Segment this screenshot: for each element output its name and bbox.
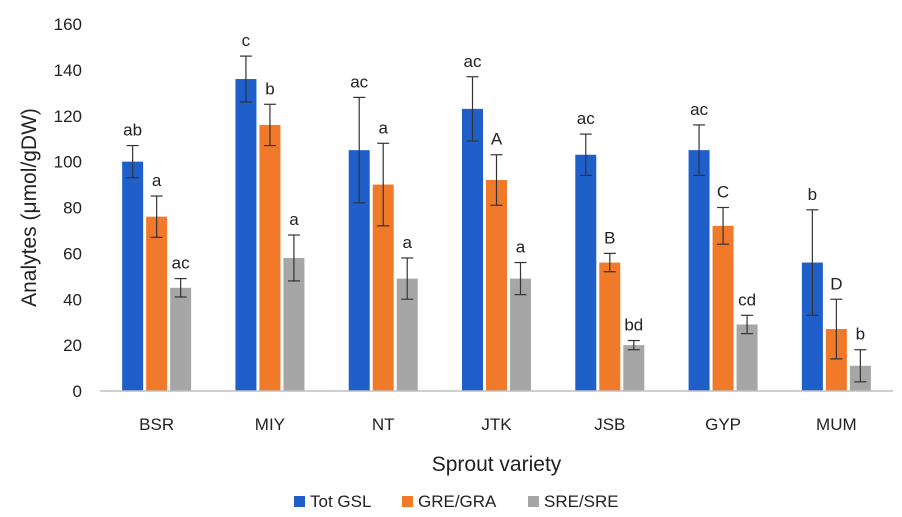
significance-label: B [604,228,615,247]
legend-label: SRE/SRE [544,492,619,511]
significance-label: b [856,325,865,344]
y-tick-label: 140 [54,61,82,80]
bar [486,179,507,391]
significance-label: D [830,274,842,293]
bar [462,108,483,392]
significance-label: bd [624,316,643,335]
significance-label: a [152,171,162,190]
bar [736,324,758,391]
significance-label: ac [464,52,482,71]
x-tick-label: BSR [139,415,174,434]
bar [623,345,645,391]
significance-label: A [491,130,503,149]
significance-label: ac [577,109,595,128]
legend: Tot GSL GRE/GRA SRE/SRE [294,492,619,511]
significance-label: c [242,31,251,50]
y-axis-title: Analytes (μmol/gDW) [18,108,41,307]
significance-label: a [378,118,388,137]
plot-area: ab a ac c b a ac a a ac Aa ac Bbd ac Ccd b Db [122,31,871,392]
x-axis-title: Sprout variety [432,453,562,476]
legend-swatch [402,496,413,507]
significance-label: ab [123,121,142,140]
x-tick-label: MIY [255,415,285,434]
significance-label: ac [690,100,708,119]
legend-swatch [528,496,539,507]
bar [575,154,597,391]
bar [146,216,168,391]
bar [599,262,621,391]
x-tick-label: NT [372,415,395,434]
legend-label: GRE/GRA [418,492,497,511]
legend-label: Tot GSL [310,492,371,511]
bar [170,287,192,391]
bar [235,79,257,392]
y-tick-label: 80 [63,199,82,218]
x-tick-label: GYP [705,415,741,434]
y-tick-label: 100 [54,153,82,172]
significance-label: a [289,210,299,229]
bar [801,262,823,391]
significance-label: a [516,238,526,257]
x-tick-label: JSB [594,415,625,434]
y-tick-label: 20 [63,336,82,355]
significance-label: b [808,185,817,204]
significance-label: ac [172,254,190,273]
bar [712,225,734,391]
significance-label: b [265,79,274,98]
significance-label: a [402,233,412,252]
y-axis: 0 20 40 60 80 100 120 140 160 [54,15,82,401]
y-tick-label: 160 [54,15,82,34]
bar [510,278,531,391]
bar [283,257,305,391]
significance-label: ac [350,72,368,91]
bar [688,150,710,391]
y-tick-label: 0 [73,382,82,401]
y-tick-label: 40 [63,290,82,309]
bar [372,184,394,391]
y-tick-label: 60 [63,244,82,263]
y-tick-label: 120 [54,107,82,126]
x-tick-label: JTK [481,415,512,434]
bar [348,150,370,391]
bar [122,161,144,391]
significance-label: cd [738,290,756,309]
bar [825,329,847,391]
x-tick-label: MUM [816,415,857,434]
significance-label: C [717,183,729,202]
legend-swatch [294,496,305,507]
bar [396,278,418,391]
bar [259,124,281,392]
x-axis: BSR MIY NT JTK JSB GYP MUM [139,415,857,434]
